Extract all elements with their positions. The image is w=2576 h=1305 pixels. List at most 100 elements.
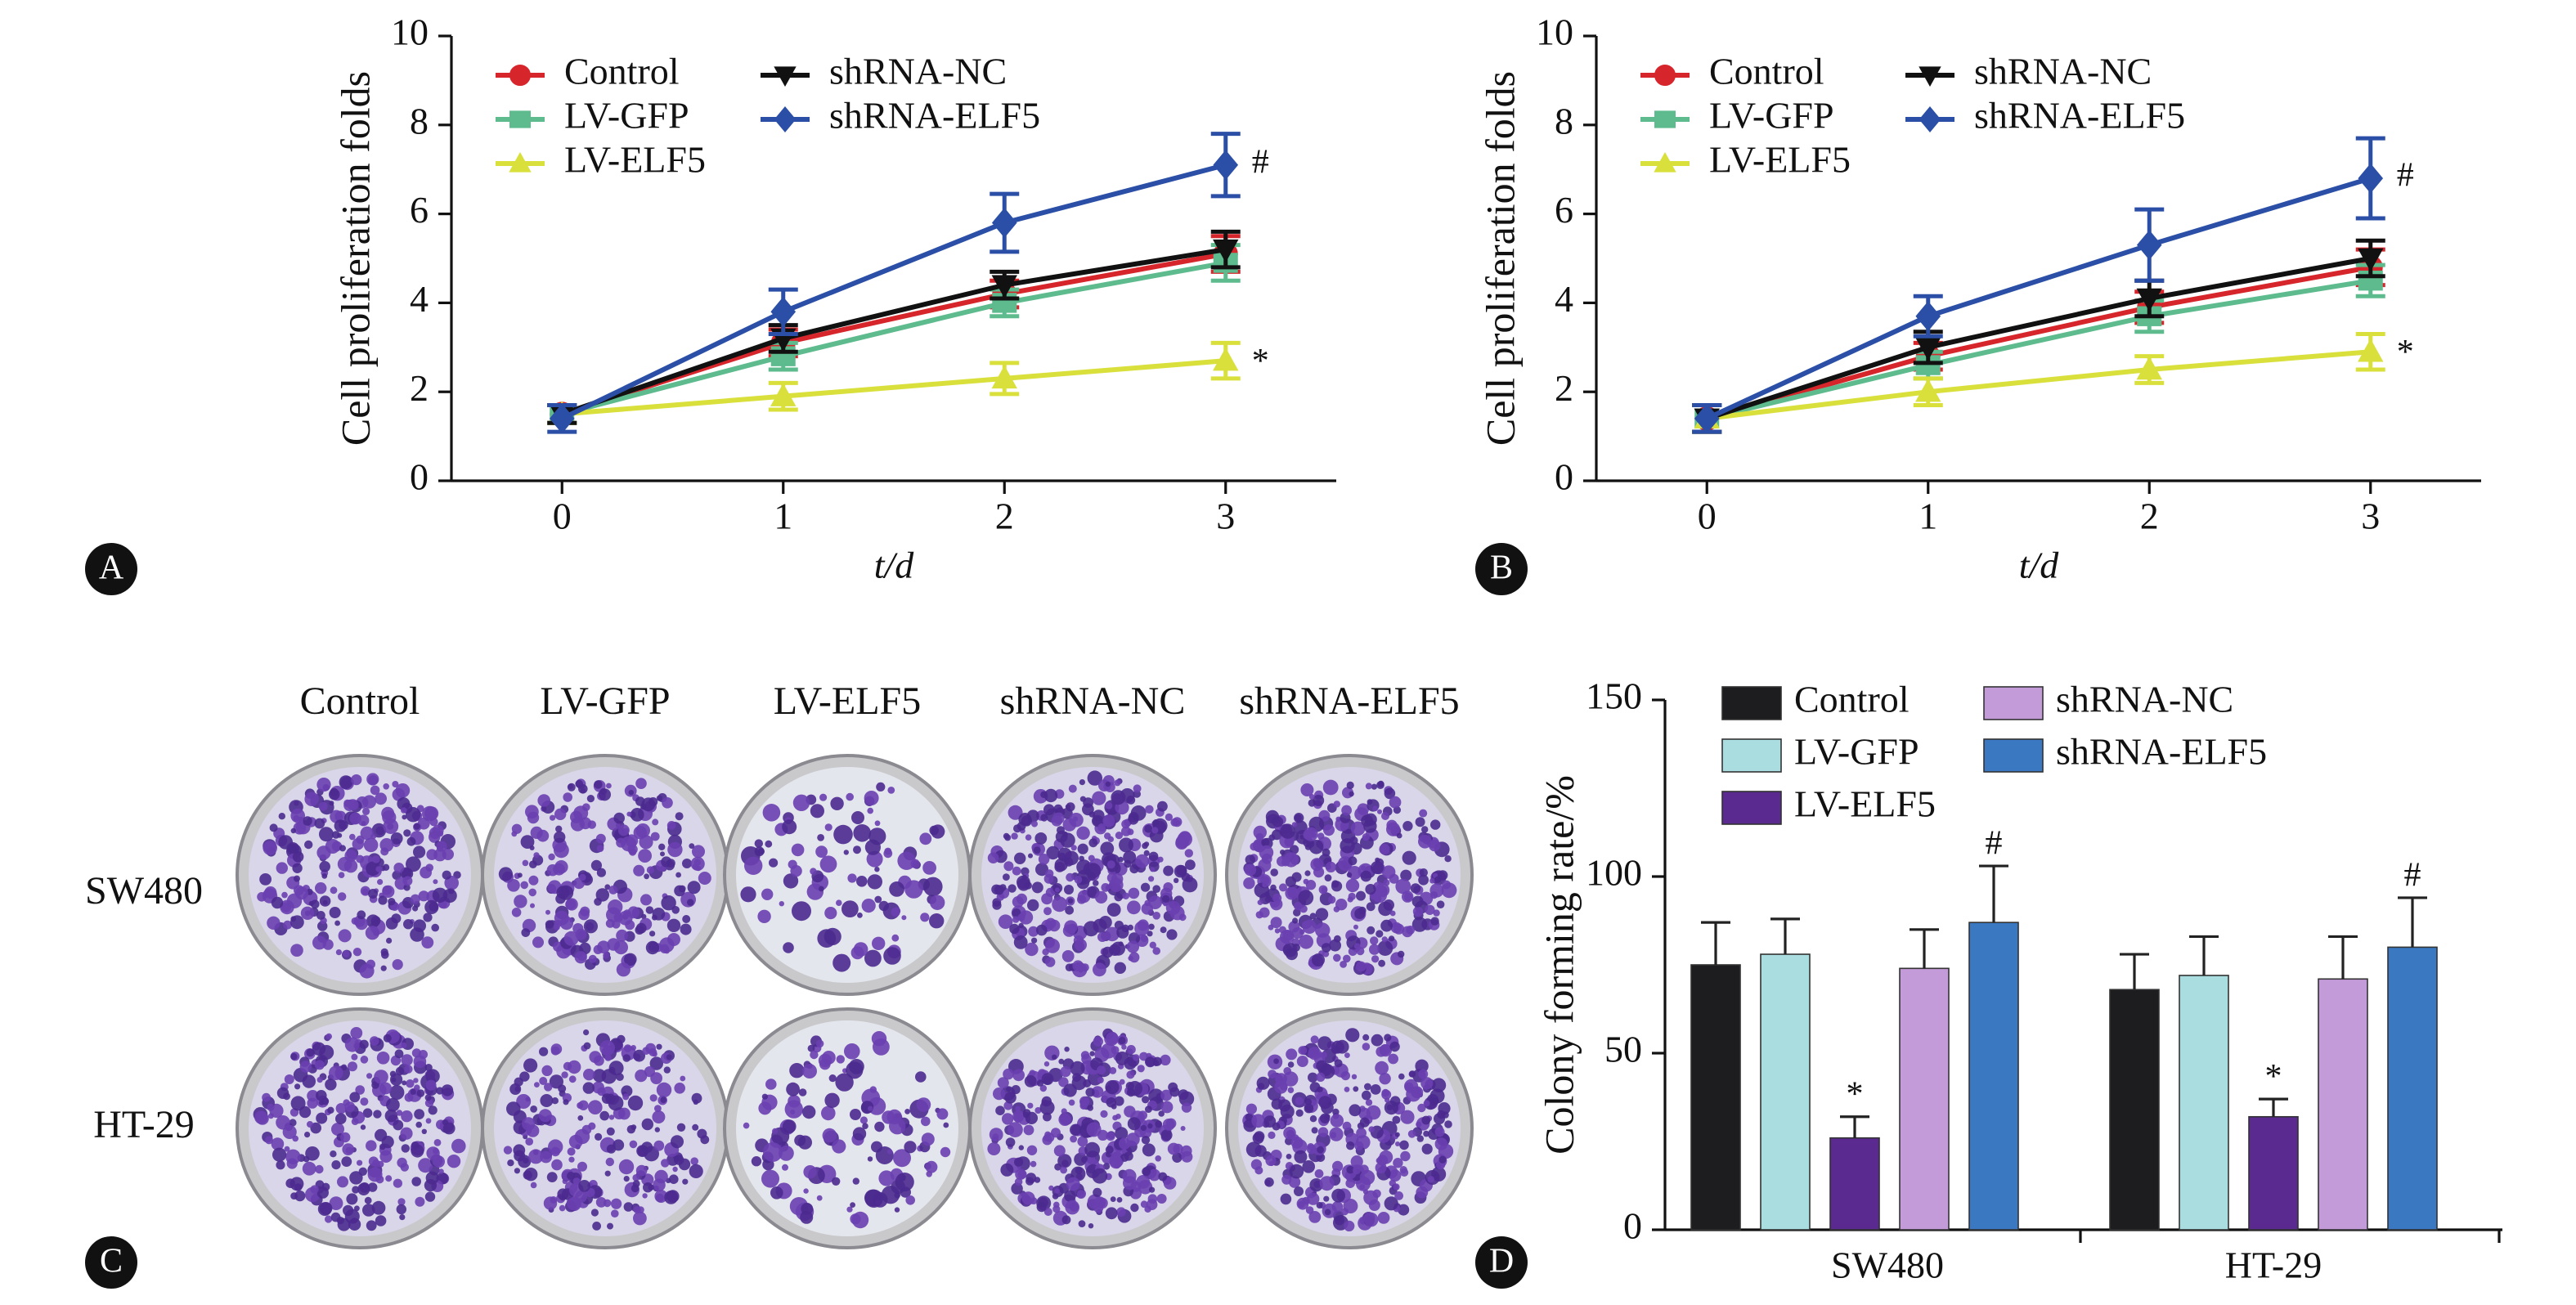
colony <box>1392 1115 1401 1124</box>
colony <box>623 1044 632 1052</box>
colony <box>1384 1196 1398 1211</box>
colony <box>327 1106 334 1114</box>
colony <box>383 1034 392 1043</box>
colony <box>1123 850 1137 864</box>
colony <box>621 1085 633 1097</box>
colony <box>635 1070 648 1083</box>
colony <box>1111 1046 1120 1055</box>
colony <box>1043 1134 1051 1141</box>
colony <box>1152 885 1160 893</box>
colony <box>853 942 868 957</box>
colony <box>646 866 655 874</box>
colony <box>1152 947 1160 955</box>
colony <box>1348 856 1358 866</box>
colony <box>348 1218 361 1231</box>
colony <box>1123 1176 1138 1191</box>
colony <box>583 919 599 934</box>
colony <box>1294 820 1308 835</box>
colony <box>1012 1069 1025 1082</box>
colony <box>1304 1098 1313 1105</box>
colony <box>319 861 331 872</box>
colony <box>1270 917 1282 929</box>
colony <box>530 1182 537 1189</box>
colony <box>601 1069 617 1084</box>
colony <box>1011 832 1018 840</box>
bar <box>2248 1115 2299 1231</box>
x-tick-label: 0 <box>553 496 572 537</box>
y-tick-label: 6 <box>410 189 429 231</box>
colony <box>1394 1132 1400 1137</box>
colony <box>835 1073 854 1092</box>
colony <box>366 1220 377 1231</box>
colony <box>290 1192 298 1200</box>
colony <box>316 845 331 860</box>
colony <box>622 1093 630 1101</box>
colony <box>630 808 644 822</box>
colony <box>362 1108 373 1118</box>
legend-label: LV-ELF5 <box>1709 139 1851 181</box>
colony <box>334 810 347 823</box>
colony <box>692 845 705 859</box>
colony <box>1081 1156 1088 1164</box>
colony <box>401 1054 413 1066</box>
colony <box>757 909 771 924</box>
colony <box>1423 1130 1429 1137</box>
colony <box>761 1093 769 1100</box>
colony <box>1054 1163 1061 1171</box>
colony <box>1126 1045 1136 1055</box>
colony <box>415 1121 422 1128</box>
colony <box>1315 922 1331 938</box>
colony <box>1346 781 1354 790</box>
point-marker <box>509 65 531 86</box>
point-marker <box>1213 348 1239 371</box>
colony <box>1346 1141 1355 1150</box>
colony <box>550 1196 558 1204</box>
colony <box>534 1082 540 1088</box>
colony <box>393 1178 402 1188</box>
colony <box>1026 1145 1038 1156</box>
colony <box>1053 1201 1060 1209</box>
colony <box>1074 939 1087 952</box>
colony <box>1318 885 1328 895</box>
colony <box>1416 1186 1429 1199</box>
colony <box>1356 890 1366 901</box>
colony <box>1340 1071 1350 1081</box>
colony <box>901 915 907 921</box>
colony <box>654 1190 668 1203</box>
point-marker <box>991 365 1017 389</box>
colony <box>1270 868 1278 877</box>
point-marker <box>774 106 797 132</box>
colony <box>1129 952 1140 963</box>
colony <box>389 1085 405 1100</box>
colony <box>1367 799 1373 805</box>
line-series <box>1706 278 2372 421</box>
colony <box>1431 1078 1447 1092</box>
colony <box>751 1156 762 1167</box>
colony <box>1172 1152 1183 1164</box>
colony <box>1100 841 1115 856</box>
colony <box>1268 1070 1277 1079</box>
colony <box>833 824 853 845</box>
colony <box>798 1088 807 1096</box>
colony <box>1163 865 1174 877</box>
colony <box>567 1147 576 1156</box>
colony <box>1029 1070 1036 1077</box>
colony <box>1400 1110 1415 1124</box>
colony <box>1148 1168 1160 1182</box>
colony <box>1065 1200 1079 1215</box>
colony <box>881 1186 900 1204</box>
colony <box>662 797 673 809</box>
colony <box>298 816 304 823</box>
y-tick-label: 2 <box>1555 367 1573 409</box>
colony <box>267 916 280 931</box>
colony <box>652 1052 657 1057</box>
colony <box>396 1110 403 1116</box>
colony <box>790 865 802 877</box>
point-marker <box>2358 248 2384 272</box>
colony <box>1043 788 1058 803</box>
colony <box>635 1164 648 1177</box>
colony <box>1286 1048 1298 1061</box>
colony <box>625 920 635 931</box>
colony <box>1139 1052 1148 1061</box>
colony <box>1367 926 1376 935</box>
